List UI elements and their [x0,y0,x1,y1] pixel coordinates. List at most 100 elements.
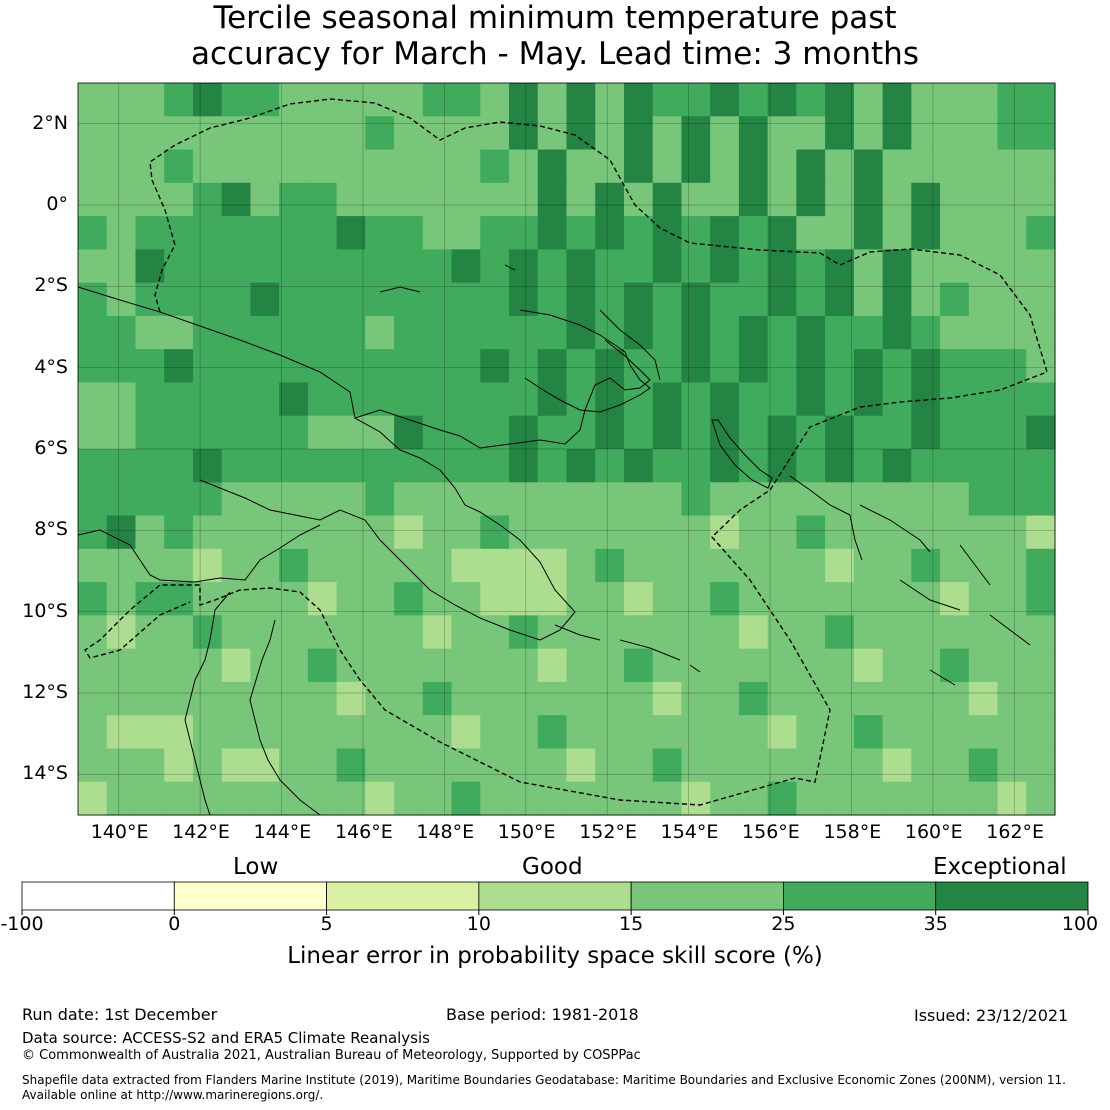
skill-cell [1026,249,1056,284]
skill-cell [940,182,970,217]
skill-cell [192,249,223,284]
skill-cell [623,748,654,783]
skill-cell [681,482,711,517]
skill-cell [968,548,999,583]
skill-cell [422,748,453,783]
skill-cell [307,482,338,517]
skill-cell [968,748,999,783]
skill-cell [279,282,309,317]
skill-cell [106,648,137,683]
skill-cell [825,382,855,417]
skill-cell [307,116,338,151]
skill-cell [106,781,137,816]
skill-cell [221,449,252,483]
skill-cell [825,648,855,683]
skill-cell [480,382,510,417]
skill-cell [968,216,999,250]
skill-cell [652,582,683,616]
skill-cell [307,781,338,816]
skill-cell [451,149,481,184]
skill-cell [279,149,309,184]
skill-cell [221,781,252,816]
skill-cell [164,415,194,450]
skill-cell [307,748,338,783]
skill-cell [652,449,683,483]
skill-cell [192,715,223,750]
skill-cell [710,315,740,350]
skill-cell [681,415,711,450]
skill-cell [106,382,137,417]
skill-cell [911,582,941,616]
skill-cell [480,116,510,151]
skill-cell [422,449,453,483]
skill-cell [336,182,366,217]
skill-cell [882,315,912,350]
skill-cell [279,482,309,517]
skill-cell [106,582,137,616]
skill-cell [853,382,884,417]
skill-cell [853,715,884,750]
lon-tick-label: 140°E [90,821,149,843]
skill-cell [307,615,338,650]
skill-cell [365,515,395,550]
skill-cell [422,648,453,683]
skill-cell [135,582,165,616]
skill-cell [307,282,338,317]
skill-cell [164,83,194,117]
skill-cell [509,548,539,583]
skill-cell [1026,315,1056,350]
skill-cell [623,149,654,184]
skill-cell [106,615,137,650]
skill-cell [106,715,137,750]
skill-cell [78,382,108,417]
skill-cell [192,548,223,583]
skill-cell [940,149,970,184]
skill-cell [250,781,280,816]
skill-cell [509,482,539,517]
skill-cell [738,715,769,750]
skill-cell [623,182,654,217]
skill-cell [738,182,769,217]
skill-cell [537,249,568,284]
skill-cell [537,681,568,716]
skill-cell [451,449,481,483]
skill-cell [825,515,855,550]
colorbar-tick-label: 35 [923,913,948,935]
skill-cell [451,315,481,350]
colorbar [21,881,1089,915]
skill-cell [1026,582,1056,616]
skill-cell [422,681,453,716]
skill-cell [279,216,309,250]
skill-cell [106,515,137,550]
skill-cell [911,249,941,284]
skill-cell [537,116,568,151]
skill-cell [451,415,481,450]
colorbar-category-good: Good [522,854,583,880]
skill-cell [78,182,108,217]
skill-cell [566,449,596,483]
skill-cell [221,216,252,250]
skill-cell [652,681,683,716]
skill-cell [394,482,424,517]
skill-cell [595,715,625,750]
skill-cell [422,315,453,350]
skill-cell [135,182,165,217]
skill-cell [595,482,625,517]
skill-cell [710,182,740,217]
skill-cell [710,83,740,117]
skill-cell [451,116,481,151]
skill-cell [796,315,826,350]
skill-cell [221,282,252,317]
skill-cell [394,449,424,483]
skill-cell [882,482,912,517]
skill-cell [537,83,568,117]
skill-cell [106,216,137,250]
skill-cell [911,315,941,350]
skill-cell [968,315,999,350]
skill-cell [78,282,108,317]
skill-cell [652,116,683,151]
lat-tick-label: 0° [46,193,68,215]
skill-cell [738,382,769,417]
skill-cell [307,515,338,550]
skill-cell [796,182,826,217]
